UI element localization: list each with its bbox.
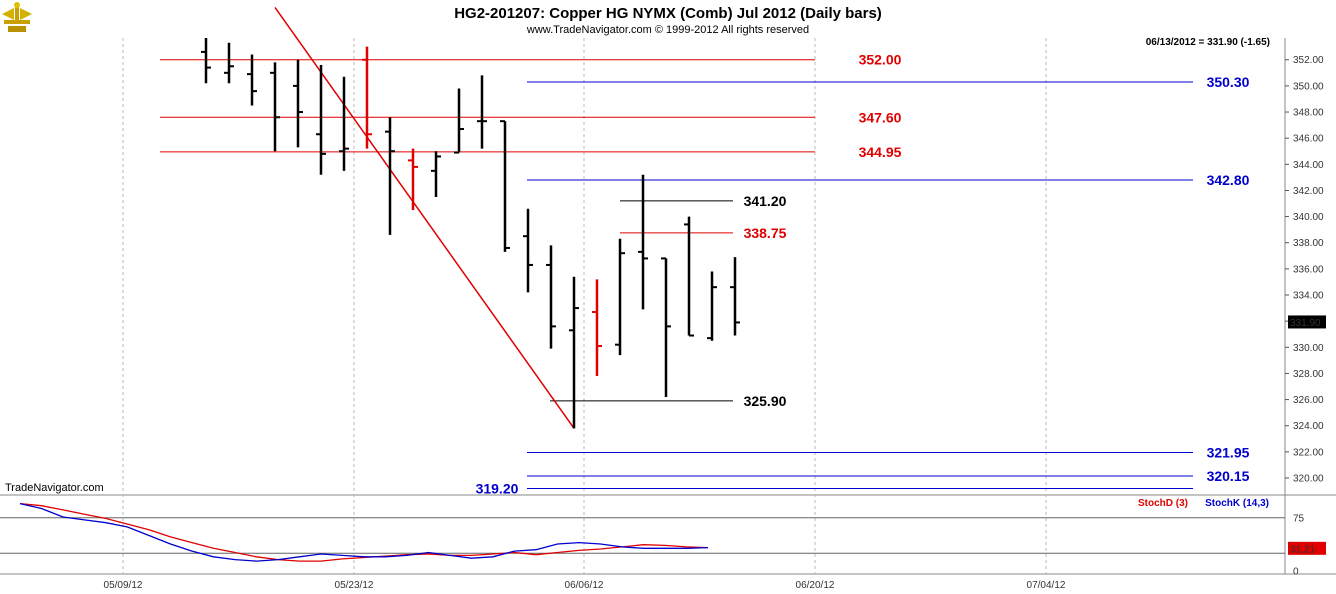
stoch-last-value: 31.21 bbox=[1290, 544, 1315, 555]
date-tick-label: 05/23/12 bbox=[335, 580, 374, 591]
ohlc-bars bbox=[201, 38, 740, 429]
ohlc-bar bbox=[408, 148, 418, 211]
price-tick-label: 330.00 bbox=[1293, 343, 1324, 354]
ohlc-bar bbox=[523, 208, 533, 293]
level-label: 320.15 bbox=[1207, 468, 1250, 484]
ohlc-bar bbox=[454, 88, 464, 154]
last-price-label: 331.90 bbox=[1290, 318, 1321, 329]
trendline-segment bbox=[274, 7, 575, 429]
price-tick-label: 324.00 bbox=[1293, 421, 1324, 432]
ohlc-bar bbox=[339, 76, 349, 171]
ohlc-bar bbox=[730, 257, 740, 336]
level-label: 352.00 bbox=[859, 52, 902, 68]
price-tick-label: 346.00 bbox=[1293, 134, 1324, 145]
price-tick-label: 334.00 bbox=[1293, 291, 1324, 302]
ohlc-bar bbox=[638, 174, 648, 310]
ohlc-bar bbox=[615, 238, 625, 356]
ohlc-bar bbox=[247, 54, 257, 106]
price-tick-label: 326.00 bbox=[1293, 395, 1324, 406]
watermark-text: TradeNavigator.com bbox=[5, 482, 104, 494]
ohlc-bar bbox=[477, 75, 487, 149]
ohlc-bar bbox=[362, 46, 372, 149]
level-label: 342.80 bbox=[1207, 172, 1250, 188]
chart-title: HG2-201207: Copper HG NYMX (Comb) Jul 20… bbox=[454, 5, 882, 22]
chart-background bbox=[0, 38, 1336, 575]
ohlc-bar bbox=[592, 279, 602, 377]
ohlc-bar bbox=[201, 38, 211, 84]
stochastic-panel: 75 0 31.21 bbox=[0, 502, 1326, 578]
ohlc-bar bbox=[431, 151, 441, 197]
copyright-text: www.TradeNavigator.com © 1999-2012 All r… bbox=[526, 24, 809, 36]
price-tick-label: 342.00 bbox=[1293, 186, 1324, 197]
price-axis: 320.00322.00324.00326.00328.00330.00332.… bbox=[1285, 55, 1326, 484]
price-tick-label: 350.00 bbox=[1293, 81, 1324, 92]
stoch-series-line bbox=[19, 502, 709, 562]
ohlc-bar bbox=[684, 216, 694, 337]
grid-lines bbox=[122, 38, 1047, 574]
price-tick-label: 352.00 bbox=[1293, 55, 1324, 66]
price-tick-label: 322.00 bbox=[1293, 447, 1324, 458]
ohlc-bar bbox=[270, 62, 280, 152]
ohlc-bar bbox=[500, 120, 510, 252]
price-tick-label: 328.00 bbox=[1293, 369, 1324, 380]
legend-stochd: StochD (3) bbox=[1138, 498, 1188, 509]
ohlc-bar bbox=[569, 276, 579, 429]
ohlc-bar bbox=[224, 42, 234, 84]
legend-stochk: StochK (14,3) bbox=[1205, 498, 1269, 509]
price-tick-label: 336.00 bbox=[1293, 264, 1324, 275]
ohlc-bar bbox=[707, 271, 717, 341]
price-levels: 352.00 350.30 347.60 344.95 342.80 341.20 338.… bbox=[160, 52, 1250, 496]
logo-icon bbox=[2, 2, 32, 32]
date-tick-label: 05/09/12 bbox=[104, 580, 143, 591]
price-tick-label: 340.00 bbox=[1293, 212, 1324, 223]
level-label: 338.75 bbox=[744, 225, 787, 241]
ohlc-bar bbox=[661, 257, 671, 397]
date-tick-label: 06/06/12 bbox=[565, 580, 604, 591]
level-label: 350.30 bbox=[1207, 74, 1250, 90]
level-label: 347.60 bbox=[859, 109, 902, 125]
trendline bbox=[274, 7, 575, 429]
ohlc-bar bbox=[546, 245, 556, 349]
date-tick-label: 07/04/12 bbox=[1027, 580, 1066, 591]
price-tick-label: 338.00 bbox=[1293, 238, 1324, 249]
stoch-tick-label: 75 bbox=[1293, 513, 1305, 524]
price-tick-label: 320.00 bbox=[1293, 473, 1324, 484]
level-label: 344.95 bbox=[859, 144, 902, 160]
level-label: 319.20 bbox=[476, 480, 519, 496]
ohlc-bar bbox=[316, 64, 326, 175]
date-tick-label: 06/20/12 bbox=[796, 580, 835, 591]
price-tick-label: 348.00 bbox=[1293, 108, 1324, 119]
date-axis: 05/09/12 05/23/12 06/06/12 06/20/12 07/04/12 bbox=[104, 580, 1066, 591]
stoch-tick-label: 0 bbox=[1293, 567, 1299, 578]
ohlc-bar bbox=[385, 117, 395, 235]
stoch-series-line bbox=[19, 502, 709, 562]
level-label: 325.90 bbox=[744, 393, 787, 409]
level-label: 341.20 bbox=[744, 193, 787, 209]
price-tick-label: 344.00 bbox=[1293, 160, 1324, 171]
ohlc-bar bbox=[293, 59, 303, 148]
level-label: 321.95 bbox=[1207, 445, 1250, 461]
last-quote: 06/13/2012 = 331.90 (-1.65) bbox=[1146, 37, 1270, 48]
